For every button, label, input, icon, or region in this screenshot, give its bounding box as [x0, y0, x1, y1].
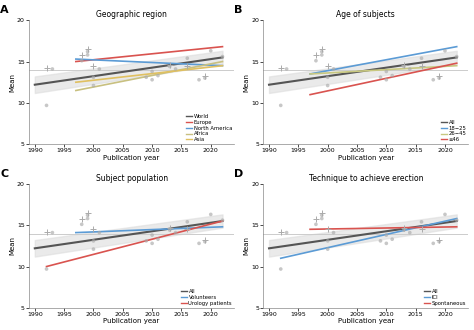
Point [84, 52, 91, 57]
Point [388, 237, 396, 242]
Legend: All, Volunteers, Urology patients: All, Volunteers, Urology patients [180, 289, 233, 306]
Text: A: A [0, 5, 9, 15]
Point [148, 77, 156, 82]
Point [283, 230, 291, 235]
Point [166, 64, 173, 69]
Point [84, 49, 91, 54]
Title: Technique to achieve erection: Technique to achieve erection [309, 174, 423, 183]
Text: D: D [235, 169, 244, 179]
Point [388, 73, 396, 78]
Point [148, 69, 156, 74]
Point [429, 241, 437, 246]
Y-axis label: Mean: Mean [9, 73, 16, 92]
Point [183, 219, 191, 224]
Point [406, 230, 414, 235]
Point [324, 75, 331, 80]
Point [154, 237, 162, 242]
Point [318, 216, 326, 221]
Point [90, 75, 97, 80]
Point [84, 216, 91, 221]
Point [400, 227, 408, 233]
Point [377, 75, 384, 80]
Point [148, 232, 156, 238]
Point [418, 55, 425, 61]
Point [383, 77, 390, 82]
Point [90, 238, 97, 244]
Point [49, 66, 56, 72]
Point [49, 230, 56, 235]
Point [84, 213, 91, 218]
Point [43, 266, 50, 272]
Point [383, 69, 390, 74]
Legend: All, 18−25, 26−45, ≥46: All, 18−25, 26−45, ≥46 [440, 119, 467, 143]
Point [219, 217, 226, 223]
Point [166, 227, 173, 233]
Title: Subject population: Subject population [96, 174, 168, 183]
Point [195, 77, 203, 82]
Point [78, 58, 85, 63]
Point [90, 83, 97, 88]
Point [283, 66, 291, 72]
Point [429, 77, 437, 82]
Point [154, 73, 162, 78]
Point [441, 48, 449, 53]
Legend: All, ICI, Spontaneous: All, ICI, Spontaneous [423, 289, 467, 306]
Point [324, 83, 331, 88]
Point [441, 212, 449, 217]
Text: C: C [0, 169, 9, 179]
Point [183, 55, 191, 61]
Point [330, 230, 337, 235]
Point [324, 247, 331, 252]
Point [318, 52, 326, 57]
Point [324, 238, 331, 244]
X-axis label: Publication year: Publication year [103, 318, 160, 324]
Point [312, 222, 320, 227]
Point [318, 213, 326, 218]
X-axis label: Publication year: Publication year [337, 318, 394, 324]
Point [143, 238, 150, 244]
Point [277, 103, 284, 108]
Y-axis label: Mean: Mean [9, 236, 16, 255]
Point [377, 238, 384, 244]
Point [383, 241, 390, 246]
Point [330, 66, 337, 72]
Point [383, 232, 390, 238]
X-axis label: Publication year: Publication year [103, 155, 160, 161]
Point [207, 212, 215, 217]
Point [453, 54, 461, 59]
Point [435, 239, 443, 244]
Title: Geographic region: Geographic region [96, 11, 167, 19]
Point [453, 217, 461, 223]
Point [406, 66, 414, 72]
Point [43, 103, 50, 108]
Point [312, 58, 320, 63]
Point [219, 54, 226, 59]
Point [195, 241, 203, 246]
Point [172, 230, 179, 235]
Point [400, 64, 408, 69]
Point [96, 66, 103, 72]
Y-axis label: Mean: Mean [244, 73, 250, 92]
Point [172, 66, 179, 72]
Point [318, 49, 326, 54]
X-axis label: Publication year: Publication year [337, 155, 394, 161]
Title: Age of subjects: Age of subjects [337, 11, 395, 19]
Point [418, 219, 425, 224]
Text: B: B [235, 5, 243, 15]
Legend: World, Europe, North America, Africa, Asia: World, Europe, North America, Africa, As… [185, 114, 233, 143]
Point [201, 76, 209, 81]
Point [78, 222, 85, 227]
Point [96, 230, 103, 235]
Point [201, 239, 209, 244]
Point [148, 241, 156, 246]
Point [277, 266, 284, 272]
Point [207, 48, 215, 53]
Y-axis label: Mean: Mean [244, 236, 250, 255]
Point [90, 247, 97, 252]
Point [143, 75, 150, 80]
Point [435, 76, 443, 81]
